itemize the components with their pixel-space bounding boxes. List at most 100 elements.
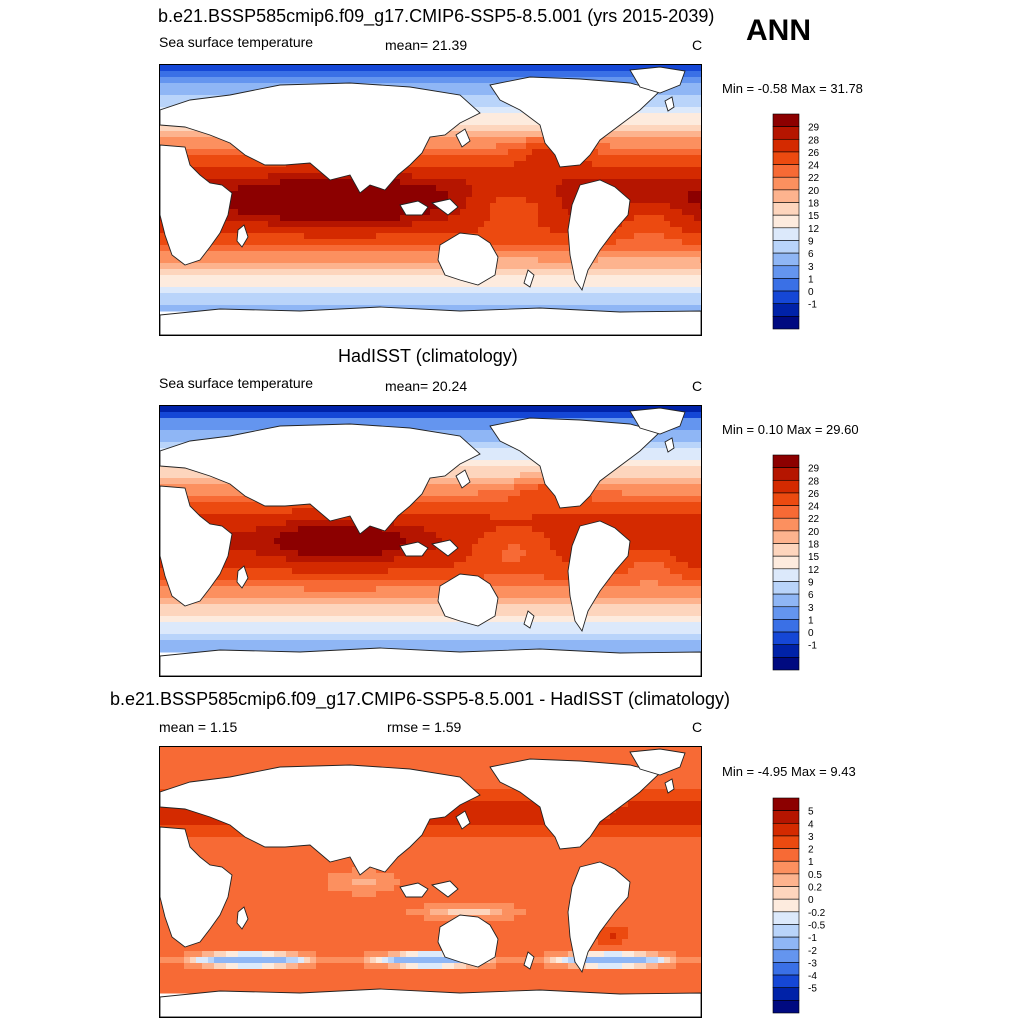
map-cell <box>286 239 293 246</box>
map-cell <box>364 406 371 413</box>
map-cell <box>484 77 491 84</box>
map-cell <box>370 77 377 84</box>
map-cell <box>700 466 701 473</box>
map-cell <box>220 484 227 491</box>
map-cell <box>664 293 671 300</box>
coastline <box>160 82 481 194</box>
map-cell <box>448 155 455 162</box>
map-cell <box>550 185 557 192</box>
map-cell <box>172 430 179 437</box>
map-cell <box>334 77 341 84</box>
map-cell <box>430 155 437 162</box>
map-cell <box>598 167 605 174</box>
map-cell <box>520 257 527 264</box>
map-cell <box>490 89 497 96</box>
map-cell <box>400 245 407 252</box>
map-cell <box>268 412 275 419</box>
map-cell <box>658 227 665 234</box>
map-cell <box>472 197 479 204</box>
map-cell <box>418 299 425 306</box>
map-cell <box>328 412 335 419</box>
map-cell <box>484 137 491 144</box>
map-cell <box>538 227 545 234</box>
map-cell <box>580 161 587 168</box>
map-cell <box>610 131 617 138</box>
map-cell <box>436 137 443 144</box>
map-cell <box>628 287 635 294</box>
map-cell <box>334 221 341 228</box>
map-cell <box>250 221 257 228</box>
map-cell <box>574 293 581 300</box>
map-cell <box>544 233 551 240</box>
map-cell <box>280 281 287 288</box>
map-cell <box>310 299 317 306</box>
map-cell <box>400 209 407 216</box>
map-cell <box>214 149 221 156</box>
map-cell <box>208 299 215 306</box>
map-cell <box>526 245 533 252</box>
map-cell <box>256 275 263 282</box>
map-cell <box>304 203 311 210</box>
map-cell <box>184 137 191 144</box>
map-cell <box>610 406 617 413</box>
map-cell <box>496 161 503 168</box>
map-cell <box>310 233 317 240</box>
map-cell <box>568 287 575 294</box>
map-cell <box>250 257 257 264</box>
map-cell <box>214 299 221 306</box>
map-cell <box>250 275 257 282</box>
map-cell <box>268 293 275 300</box>
map-cell <box>160 412 167 419</box>
map-cell <box>394 221 401 228</box>
map-cell <box>334 293 341 300</box>
map-cell <box>550 197 557 204</box>
map-cell <box>412 71 419 78</box>
map-cell <box>316 293 323 300</box>
map-cell <box>658 257 665 264</box>
map-cell <box>322 191 329 198</box>
map-cell <box>304 257 311 264</box>
map-cell <box>688 406 695 413</box>
map-cell <box>196 149 203 156</box>
map-cell <box>454 406 461 413</box>
map-cell <box>544 155 551 162</box>
map-cell <box>496 412 503 419</box>
map-cell <box>616 227 623 234</box>
map-cell <box>250 281 257 288</box>
map-cell <box>430 239 437 246</box>
map-cell <box>244 257 251 264</box>
map-cell <box>328 179 335 186</box>
map-cell <box>526 149 533 156</box>
map-cell <box>406 167 413 174</box>
map-cell <box>220 143 227 150</box>
map-cell <box>472 155 479 162</box>
map-cell <box>460 155 467 162</box>
map-cell <box>622 125 629 132</box>
map-cell <box>388 299 395 306</box>
map-cell <box>364 263 371 270</box>
map-cell <box>178 406 185 413</box>
map-cell <box>664 472 671 479</box>
map-cell <box>412 197 419 204</box>
map-cell <box>442 293 449 300</box>
map-cell <box>166 293 173 300</box>
map-cell <box>310 203 317 210</box>
map-cell <box>544 257 551 264</box>
map-cell <box>562 257 569 264</box>
map-cell <box>700 472 701 479</box>
map-cell <box>274 281 281 288</box>
map-cell <box>604 155 611 162</box>
map-cell <box>298 305 305 312</box>
map-cell <box>574 173 581 180</box>
map-cell <box>682 143 689 150</box>
map-cell <box>244 215 251 222</box>
map-cell <box>694 448 701 455</box>
map-cell <box>676 179 683 186</box>
map-cell <box>298 293 305 300</box>
map-cell <box>388 293 395 300</box>
map-cell <box>628 293 635 300</box>
map-cell <box>442 418 449 425</box>
map-cell <box>472 167 479 174</box>
map-cell <box>616 185 623 192</box>
map-cell <box>418 293 425 300</box>
